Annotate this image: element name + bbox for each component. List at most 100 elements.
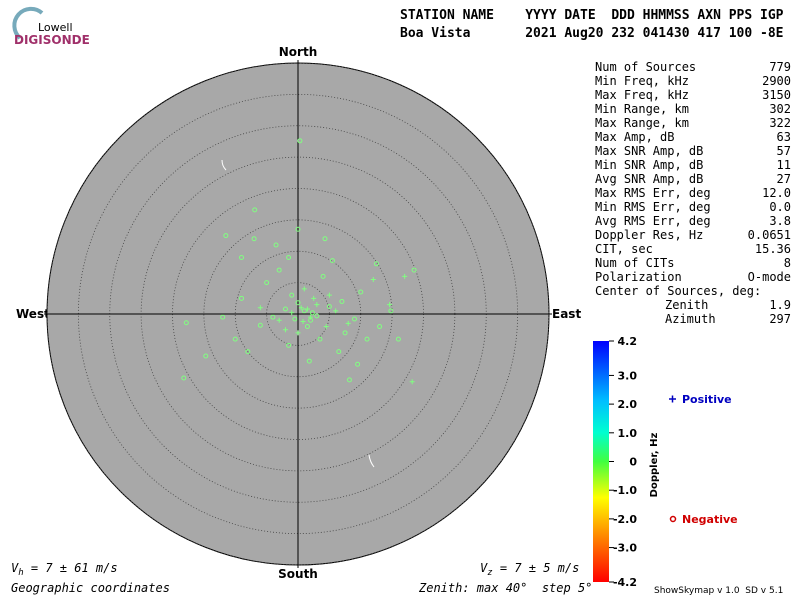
source-negative (301, 308, 307, 314)
direction-label: East (552, 307, 581, 321)
source-negative (308, 317, 314, 323)
center-value: 1.9 (769, 298, 791, 312)
legend-label: Positive (682, 393, 732, 406)
source-negative (314, 313, 320, 319)
source-negative (183, 320, 189, 326)
source-negative (309, 310, 315, 316)
source-negative (373, 261, 379, 267)
stat-value: 63 (777, 130, 791, 144)
source-negative (223, 233, 229, 239)
source-negative (297, 138, 303, 144)
legend-marker (669, 515, 677, 523)
vh-note: Vh = 7 ± 61 m/s (11, 561, 118, 578)
stat-label: Max Freq, kHz (595, 88, 689, 102)
colorbar-tick-label: 3.0 (618, 369, 638, 382)
colorbar-tick-label: -1.0 (613, 484, 637, 497)
stat-value: 2900 (762, 74, 791, 88)
source-negative (351, 316, 357, 322)
source-negative (289, 292, 295, 298)
header-line: Boa Vista 2021 Aug20 232 041430 417 100 … (400, 26, 784, 41)
source-negative (245, 349, 251, 355)
legend-label: Negative (682, 513, 738, 526)
center-value: 297 (769, 312, 791, 326)
source-negative (220, 314, 226, 320)
direction-label: North (279, 45, 317, 59)
stat-label: CIT, sec (595, 242, 653, 256)
stat-value: 57 (777, 144, 791, 158)
stat-value: 11 (777, 158, 791, 172)
source-positive (308, 314, 314, 320)
source-negative (342, 330, 348, 336)
stat-value: 302 (769, 102, 791, 116)
colorbar-tick-label: -3.0 (613, 542, 637, 555)
stat-label: Max Range, km (595, 116, 689, 130)
source-positive (333, 308, 339, 314)
header-line: STATION NAME YYYY DATE DDD HHMMSS AXN PP… (400, 8, 784, 23)
source-negative (322, 236, 328, 242)
source-negative (377, 324, 383, 330)
stat-label: Avg SNR Amp, dB (595, 172, 703, 186)
source-negative (304, 324, 310, 330)
source-positive (289, 310, 295, 316)
source-negative (411, 267, 417, 273)
source-positive (300, 319, 306, 325)
source-negative (257, 322, 263, 328)
source-negative (339, 298, 345, 304)
source-negative (295, 300, 301, 306)
stat-value: 0.0 (769, 200, 791, 214)
direction-label: South (278, 567, 318, 581)
colorbar-tick-label: 0 (629, 456, 637, 469)
source-negative (320, 273, 326, 279)
stat-label: Max Amp, dB (595, 130, 674, 144)
source-negative (270, 314, 276, 320)
stat-value: 8 (784, 256, 791, 270)
source-negative (346, 377, 352, 383)
vz-note: Vz = 7 ± 5 m/s (480, 561, 579, 578)
source-positive (295, 330, 301, 336)
stat-value: 779 (769, 60, 791, 74)
source-negative (364, 336, 370, 342)
direction-label: West (16, 307, 50, 321)
source-positive (314, 302, 320, 308)
source-positive (298, 305, 304, 311)
colorbar-tick-label: 2.0 (618, 398, 638, 411)
center-label: Zenith (665, 298, 708, 312)
source-positive (345, 320, 351, 326)
source-negative (203, 353, 209, 359)
source-negative (388, 308, 394, 314)
source-negative (239, 295, 245, 301)
source-negative (358, 289, 364, 295)
colorbar-label: Doppler, Hz (649, 433, 660, 498)
logo-top: Lowell (38, 21, 73, 34)
legend-marker (669, 395, 676, 403)
stat-value: 0.0651 (748, 228, 791, 242)
source-negative (326, 303, 332, 309)
logo-bottom: DIGISONDE (14, 33, 90, 47)
stat-label: Num of Sources (595, 60, 696, 74)
stat-label: Min Freq, kHz (595, 74, 689, 88)
source-negative (276, 267, 282, 273)
stat-label: Min Range, km (595, 102, 689, 116)
stat-value: 12.0 (762, 186, 791, 200)
source-negative (330, 258, 336, 264)
source-positive (311, 295, 317, 301)
source-negative (286, 342, 292, 348)
source-negative (282, 306, 288, 312)
source-negative (239, 255, 245, 261)
stat-value: 27 (777, 172, 791, 186)
source-positive (370, 276, 376, 282)
source-positive (301, 286, 307, 292)
source-positive (402, 273, 408, 279)
source-negative (286, 255, 292, 261)
source-negative (181, 375, 187, 381)
coordinates-note: Geographic coordinates (11, 581, 170, 595)
colorbar-tick-label: -4.2 (613, 576, 637, 589)
source-positive (409, 379, 415, 385)
source-negative (306, 358, 312, 364)
source-negative (232, 336, 238, 342)
logo-swoosh (12, 6, 44, 40)
stat-label: Max SNR Amp, dB (595, 144, 703, 158)
colorbar (593, 341, 609, 582)
source-negative (292, 316, 298, 322)
source-positive (387, 302, 393, 308)
